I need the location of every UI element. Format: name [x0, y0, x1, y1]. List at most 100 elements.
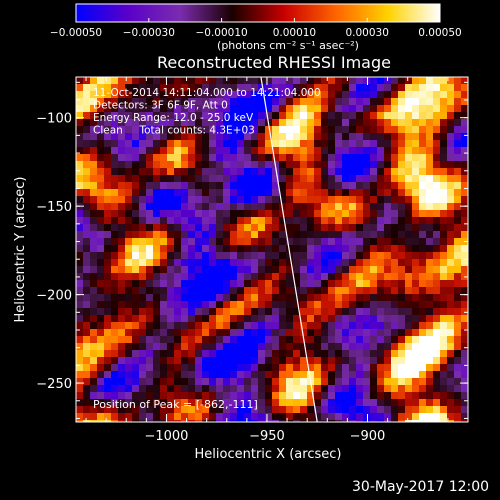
heatmap-cell: [97, 238, 105, 246]
heatmap-cell: [167, 385, 175, 393]
heatmap-cell: [426, 399, 434, 407]
heatmap-cell: [153, 168, 161, 176]
heatmap-cell: [391, 329, 399, 337]
heatmap-cell: [97, 245, 105, 253]
heatmap-cell: [377, 168, 385, 176]
heatmap-cell: [251, 315, 259, 323]
heatmap-cell: [279, 329, 287, 337]
heatmap-cell: [83, 273, 91, 281]
heatmap-cell: [209, 238, 217, 246]
heatmap-cell: [454, 273, 462, 281]
heatmap-cell: [188, 189, 196, 197]
heatmap-cell: [272, 413, 280, 421]
heatmap-cell: [125, 308, 133, 316]
heatmap-cell: [216, 406, 224, 414]
heatmap-cell: [181, 420, 189, 422]
heatmap-cell: [461, 329, 468, 337]
heatmap-cell: [97, 357, 105, 365]
heatmap-cell: [419, 266, 427, 274]
heatmap-cell: [76, 406, 84, 414]
heatmap-cell: [174, 98, 182, 106]
heatmap-cell: [97, 364, 105, 372]
heatmap-cell: [202, 329, 210, 337]
heatmap-cell: [202, 105, 210, 113]
heatmap-cell: [370, 196, 378, 204]
heatmap-cell: [104, 392, 112, 400]
heatmap-cell: [97, 385, 105, 393]
heatmap-cell: [76, 399, 84, 407]
heatmap-cell: [181, 406, 189, 414]
heatmap-cell: [384, 252, 392, 260]
heatmap-cell: [384, 371, 392, 379]
heatmap-cell: [335, 294, 343, 302]
heatmap-cell: [265, 294, 273, 302]
heatmap-cell: [111, 287, 119, 295]
heatmap-cell: [76, 308, 84, 316]
heatmap-cell: [125, 413, 133, 421]
heatmap-cell: [251, 210, 259, 218]
heatmap-cell: [202, 266, 210, 274]
heatmap-cell: [447, 266, 455, 274]
heatmap-cell: [181, 112, 189, 120]
heatmap-cell: [335, 259, 343, 267]
heatmap-cell: [111, 315, 119, 323]
heatmap-cell: [174, 357, 182, 365]
heatmap-cell: [398, 245, 406, 253]
heatmap-cell: [223, 364, 231, 372]
heatmap-cell: [237, 420, 245, 422]
heatmap-cell: [349, 343, 357, 351]
heatmap-cell: [174, 315, 182, 323]
heatmap-cell: [440, 266, 448, 274]
heatmap-cell: [195, 175, 203, 183]
heatmap-cell: [293, 357, 301, 365]
heatmap-cell: [209, 105, 217, 113]
heatmap-cell: [83, 189, 91, 197]
heatmap-cell: [76, 112, 84, 120]
heatmap-cell: [307, 273, 315, 281]
heatmap-cell: [440, 126, 448, 134]
heatmap-cell: [237, 308, 245, 316]
heatmap-cell: [216, 315, 224, 323]
heatmap-cell: [335, 322, 343, 330]
heatmap-cell: [391, 364, 399, 372]
heatmap-cell: [321, 175, 329, 183]
heatmap-cell: [132, 119, 140, 127]
heatmap-cell: [125, 98, 133, 106]
heatmap-cell: [349, 357, 357, 365]
heatmap-cell: [314, 266, 322, 274]
heatmap-cell: [223, 231, 231, 239]
heatmap-cell: [146, 371, 154, 379]
heatmap-cell: [363, 357, 371, 365]
heatmap-cell: [377, 217, 385, 225]
heatmap-cell: [125, 420, 133, 422]
heatmap-cell: [342, 77, 350, 85]
heatmap-cell: [279, 315, 287, 323]
heatmap-cell: [314, 301, 322, 309]
heatmap-cell: [384, 189, 392, 197]
heatmap-cell: [111, 154, 119, 162]
heatmap-cell: [188, 168, 196, 176]
heatmap-cell: [272, 399, 280, 407]
heatmap-cell: [314, 364, 322, 372]
heatmap-cell: [265, 182, 273, 190]
heatmap-cell: [454, 245, 462, 253]
heatmap-cell: [146, 245, 154, 253]
heatmap-cell: [370, 224, 378, 232]
heatmap-cell: [125, 294, 133, 302]
heatmap-cell: [223, 280, 231, 288]
heatmap-cell: [132, 322, 140, 330]
heatmap-cell: [118, 189, 126, 197]
heatmap-cell: [244, 343, 252, 351]
heatmap-cell: [195, 119, 203, 127]
heatmap-cell: [419, 231, 427, 239]
heatmap-cell: [328, 252, 336, 260]
heatmap-cell: [356, 84, 364, 92]
heatmap-cell: [202, 280, 210, 288]
heatmap-cell: [342, 280, 350, 288]
heatmap-cell: [279, 343, 287, 351]
heatmap-cell: [426, 105, 434, 113]
heatmap-cell: [419, 133, 427, 141]
heatmap-cell: [377, 175, 385, 183]
heatmap-cell: [118, 294, 126, 302]
heatmap-cell: [307, 287, 315, 295]
